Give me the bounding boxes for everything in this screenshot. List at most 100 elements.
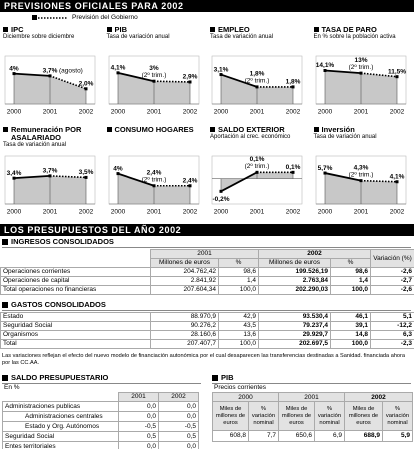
table-title: PIB <box>212 373 411 384</box>
value-label: 3,7% <box>43 68 58 75</box>
cell: 7,7 <box>248 430 279 442</box>
cell: 100,0 <box>218 285 259 295</box>
point <box>116 71 119 75</box>
point <box>84 175 88 179</box>
chart: 14,1% 2000 13%(2º trim.) 2001 11,5% 2002 <box>315 55 406 116</box>
cell: 0,0 <box>158 411 199 422</box>
cell: 6,9 <box>314 430 345 442</box>
cell: 1,4 <box>218 276 259 286</box>
chart-heading: IPC Diciembre sobre diciembre <box>3 26 101 41</box>
section-title: PREVISIONES OFICIALES PARA 2002 <box>0 0 414 12</box>
cell: 100,0 <box>330 285 371 295</box>
row: Estado y Org. Autónomos -0,5 -0,5 <box>2 421 199 432</box>
chart-heading: Remuneración POR ASALARIADO Tasa de varia… <box>3 126 101 149</box>
x-tick-label: 2000 <box>317 209 332 216</box>
cell: 199.526,19 <box>258 267 331 277</box>
x-tick-label: 2000 <box>214 109 229 116</box>
table-title-text: PIB <box>221 373 234 382</box>
title-marker <box>210 127 215 132</box>
cell: 43,5 <box>218 321 259 331</box>
chart-heading: CONSUMO HOGARES <box>106 126 205 134</box>
gdp-table: 2000 2001 2002 Miles de millones de euros% … <box>212 392 413 442</box>
point <box>359 179 362 183</box>
x-tick-label: 2001 <box>146 109 161 116</box>
cell: 13,6 <box>218 330 259 340</box>
point <box>219 189 223 193</box>
chart: 4% 2000 3,7% (agosto) 2001 2,0% 2002 <box>4 55 96 116</box>
section-title: LOS PRESUPUESTOS DEL AÑO 2002 <box>0 224 414 236</box>
header-cell: 2002 <box>158 392 199 402</box>
x-tick-label: 2002 <box>79 109 94 116</box>
cell: 0,5 <box>158 431 199 442</box>
row-label: Total <box>0 339 151 349</box>
line-segment <box>220 171 258 193</box>
chart-heading: EMPLEO Tasa de variación anual <box>210 26 308 41</box>
value-label: 2,0% <box>79 81 94 88</box>
cell: 0,0 <box>158 441 199 449</box>
header-cell <box>0 249 151 268</box>
legend-symbol <box>32 15 68 20</box>
row: Seguridad Social 90.276,2 43,5 79.237,4 39,1… <box>0 321 414 331</box>
chart-title: SALDO EXTERIOR <box>218 125 285 134</box>
table-subtitle: En % <box>4 384 20 391</box>
x-tick-label: 2001 <box>43 209 58 216</box>
point <box>152 79 155 83</box>
header-cell: Miles de millones de euros <box>212 401 249 431</box>
cell: 100,0 <box>218 339 259 349</box>
value-label: 3,1% <box>214 66 229 73</box>
header-row: 2001 2002 Variación (%) <box>0 249 414 268</box>
title-marker <box>313 127 319 132</box>
point <box>188 184 191 188</box>
chart-heading: TASA DE PARO En % sobre la población acti… <box>313 26 412 41</box>
table-title: GASTOS CONSOLIDADOS <box>2 300 411 311</box>
cell: 2.763,84 <box>258 276 331 286</box>
value-label: 0,1% <box>286 164 301 171</box>
x-tick-label: 2002 <box>182 209 197 216</box>
point <box>219 73 223 77</box>
balance-table: 2001 2002 Administraciones publicas 0,0 0,0 A… <box>2 392 199 449</box>
line-segment <box>220 73 258 88</box>
cell: -2,3 <box>370 339 414 349</box>
line-segment <box>13 72 51 77</box>
point <box>395 75 398 79</box>
chart-panel: PIB Tasa de variación anual 4,1% 2000 3% (2º … <box>104 24 207 120</box>
title-marker <box>313 27 319 32</box>
chart: 4,1% 2000 3%(2º trim.) 2001 2,9% 2002 <box>108 55 199 116</box>
row: Administraciones publicas 0,0 0,0 <box>2 401 199 412</box>
value-label: 13% <box>354 57 367 64</box>
value-label: 4% <box>113 165 123 172</box>
row: Administraciones centrales 0,0 0,0 <box>2 411 199 422</box>
cell: 608,8 <box>212 430 249 442</box>
income-table: 2001 2002 Variación (%) Millones de euros% M… <box>0 249 414 295</box>
x-tick-label: 2002 <box>389 209 404 216</box>
x-tick-label: 2000 <box>214 209 229 216</box>
x-tick-label: 2002 <box>286 109 301 116</box>
cell: 46,1 <box>330 312 371 322</box>
cell: 202.290,03 <box>258 285 331 295</box>
table-title-text: GASTOS CONSOLIDADOS <box>11 300 106 309</box>
row-label: Estado y Org. Autónomos <box>2 421 119 432</box>
cell: 207.604,34 <box>150 285 219 295</box>
header-cell: % variación nominal <box>248 401 279 431</box>
value-label: -0,2% <box>213 196 230 203</box>
row-label: Operaciones de capital <box>0 276 151 286</box>
value-label: 3,7% <box>43 168 58 175</box>
title-marker <box>2 375 8 381</box>
point <box>48 174 52 178</box>
forecast-line <box>360 72 397 78</box>
point <box>395 180 398 184</box>
row-label: Seguridad Social <box>2 431 119 442</box>
header-cell: % variación nominal <box>314 401 345 431</box>
table-title: SALDO PRESUPUESTARIO <box>2 373 201 384</box>
point <box>116 172 119 176</box>
value-label: 4,1% <box>110 65 125 72</box>
forecast-line <box>153 80 190 83</box>
cell: 79.237,4 <box>258 321 331 331</box>
cell: 39,1 <box>330 321 371 331</box>
point <box>291 85 295 89</box>
chart-subtitle: Aportación al crec. económico <box>210 134 291 140</box>
chart-subtitle: Tasa de variación anual <box>313 134 377 140</box>
x-tick-label: 2000 <box>110 209 125 216</box>
